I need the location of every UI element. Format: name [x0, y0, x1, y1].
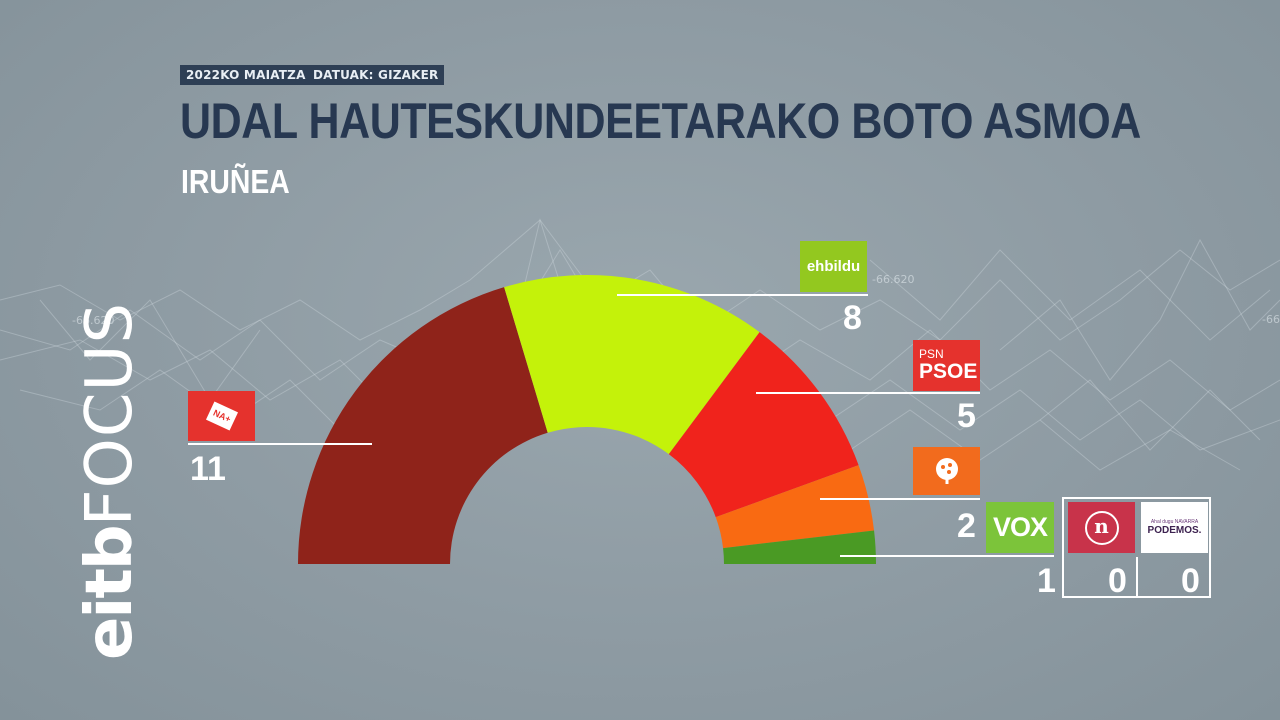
bg-number-2: -66.620 [872, 273, 914, 286]
na-logo: NA+ [188, 391, 255, 441]
psoe-seat-value: 5 [957, 397, 976, 435]
seat-segment-psn-psoe [668, 332, 859, 518]
podemos-logo: Ahal dugu NAVARRA PODEMOS. [1141, 502, 1208, 553]
source-tag: DATUAK: GIZAKER [307, 65, 445, 85]
n-logo: n [1068, 502, 1135, 553]
bg-number-1: -66.620 [72, 314, 114, 327]
zero-seat-parties-box [1062, 497, 1211, 598]
seat-segment-na- [298, 287, 548, 564]
bildu-logo: ehbildu [800, 241, 867, 292]
n-seat-value: 0 [1108, 562, 1127, 600]
psoe-logo-top: PSN [919, 347, 944, 361]
vox-seat-value: 1 [1037, 562, 1056, 600]
vox-logo: VOX [986, 502, 1054, 553]
na-logo-text: NA+ [211, 407, 232, 425]
n-logo-text: n [1094, 514, 1109, 538]
psoe-logo-main: PSOE [919, 360, 978, 383]
seat-segment-vox [723, 530, 876, 564]
geroa-seat-value: 2 [957, 507, 976, 545]
podemos-seat-value: 0 [1181, 562, 1200, 600]
box-divider [1136, 557, 1138, 597]
podemos-logo-text: PODEMOS. [1147, 524, 1202, 536]
bildu-seat-value: 8 [843, 299, 862, 337]
geroa-logo [913, 447, 980, 495]
bildu-logo-text: ehbildu [806, 258, 861, 275]
chart-title: UDAL HAUTESKUNDEETARAKO BOTO ASMOA [180, 93, 1141, 149]
podemos-logo-small: Ahal dugu NAVARRA [1150, 518, 1199, 525]
bg-number-3: -66 [1262, 313, 1280, 326]
chart-subtitle: IRUÑEA [181, 163, 290, 200]
seat-segment-geroa-bai [715, 465, 875, 549]
psoe-logo: PSN PSOE [913, 340, 980, 391]
seat-segment-eh-bildu [504, 275, 760, 455]
na-seat-value: 11 [190, 450, 226, 488]
date-tag: 2022KO MAIATZA [180, 65, 312, 85]
tree-icon [935, 458, 958, 484]
vox-logo-text: VOX [992, 512, 1048, 542]
